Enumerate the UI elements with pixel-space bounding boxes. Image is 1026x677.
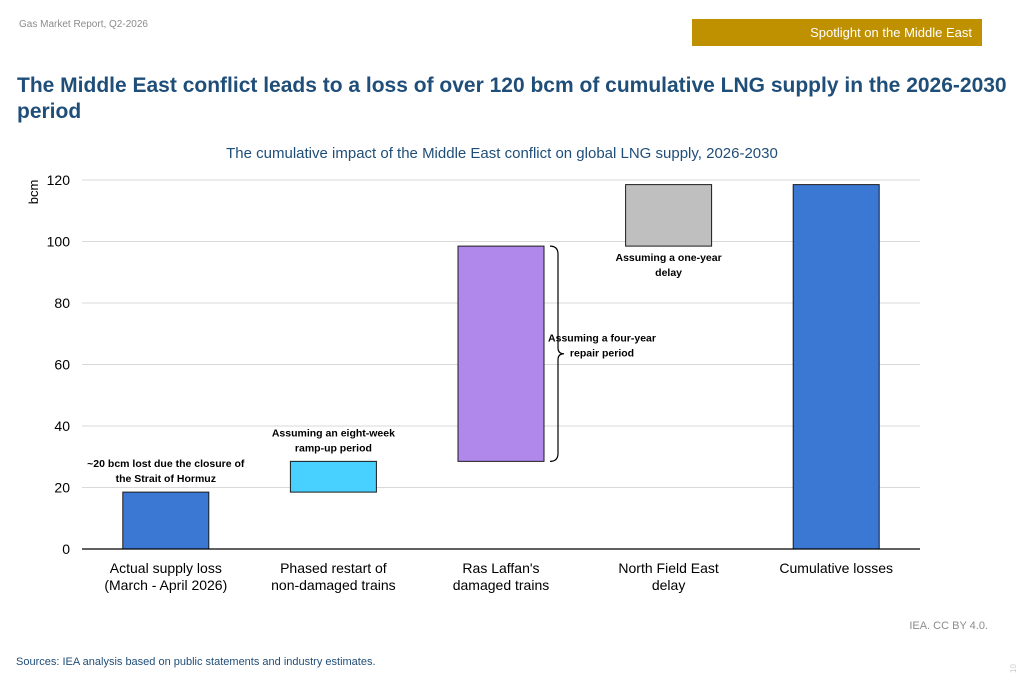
bar-2 xyxy=(289,460,377,493)
bar-1 xyxy=(122,491,210,550)
x-tick-label: (March - April 2026) xyxy=(104,577,227,593)
x-tick-label: damaged trains xyxy=(453,577,550,593)
annotation-text: Assuming a one-year xyxy=(615,252,721,264)
y-axis-label: bcm xyxy=(26,180,41,205)
page-number: 10 xyxy=(1009,664,1019,673)
annotation-text: Assuming an eight-week xyxy=(272,427,395,439)
y-tick-label: 20 xyxy=(54,480,70,496)
report-label: Gas Market Report, Q2-2026 xyxy=(19,19,148,30)
x-tick-label: non-damaged trains xyxy=(271,577,396,593)
annotation-text: the Strait of Hormuz xyxy=(116,473,216,485)
x-tick-label: Phased restart of xyxy=(280,560,387,576)
spotlight-banner: Spotlight on the Middle East xyxy=(692,19,982,46)
page-title: The Middle East conflict leads to a loss… xyxy=(17,74,1007,123)
waterfall-chart: The cumulative impact of the Middle East… xyxy=(26,145,920,593)
bracket xyxy=(549,245,565,462)
x-tick-label: Cumulative losses xyxy=(779,560,893,576)
attribution: IEA. CC BY 4.0. xyxy=(909,620,988,632)
annotation-text: ~20 bcm lost due the closure of xyxy=(87,458,245,470)
bar-3 xyxy=(457,245,545,462)
y-tick-label: 120 xyxy=(47,172,71,188)
bar-4 xyxy=(625,184,713,247)
x-tick-label: North Field East xyxy=(618,560,718,576)
annotation-text: Assuming a four-year xyxy=(548,333,656,345)
x-tick-label: Actual supply loss xyxy=(110,560,222,576)
annotation-text: ramp-up period xyxy=(295,442,372,454)
x-tick-label: Ras Laffan's xyxy=(462,560,539,576)
y-tick-label: 40 xyxy=(54,418,70,434)
chart-title: The cumulative impact of the Middle East… xyxy=(226,145,778,162)
annotation-text: repair period xyxy=(570,348,634,360)
bar-5 xyxy=(792,184,880,550)
annotation-text: delay xyxy=(655,267,682,279)
y-tick-label: 60 xyxy=(54,357,70,373)
sources-note: Sources: IEA analysis based on public st… xyxy=(16,656,376,668)
y-tick-label: 80 xyxy=(54,295,70,311)
y-tick-label: 0 xyxy=(62,541,70,557)
y-tick-label: 100 xyxy=(47,234,71,250)
x-tick-label: delay xyxy=(652,577,685,593)
